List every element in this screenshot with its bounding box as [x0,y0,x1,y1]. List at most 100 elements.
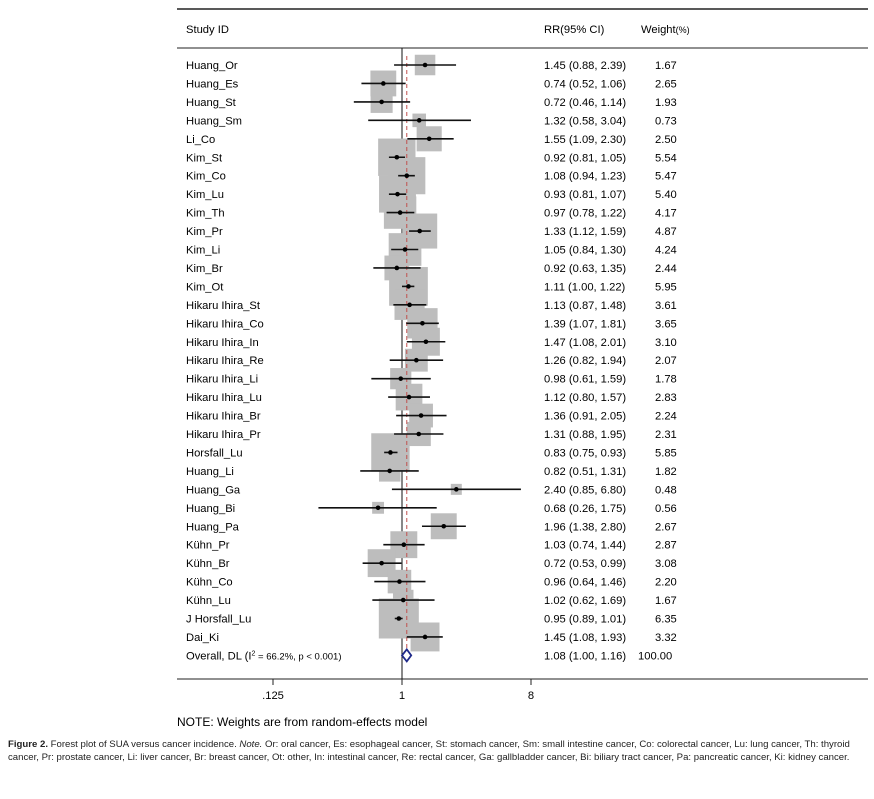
study-label: Dai_Ki [186,632,219,644]
weights-note: NOTE: Weights are from random-effects mo… [177,715,427,729]
study-label: Hikaru Ihira_Co [186,318,264,330]
header-weight: Weight(%) [641,24,690,36]
study-weight: 5.54 [655,152,677,164]
study-point [416,118,422,123]
study-weight: 5.40 [655,189,677,201]
study-point [420,321,425,326]
study-label: Kim_Co [186,171,226,183]
study-estimate: 0.72 (0.46, 1.14) [544,97,626,109]
study-label: Kühn_Pr [186,540,230,552]
study-weight: 1.67 [655,60,677,72]
study-point [418,413,424,418]
study-estimate: 1.96 (1.38, 2.80) [544,521,626,533]
study-estimate: 1.39 (1.07, 1.81) [544,318,626,330]
study-point [394,265,400,271]
study-weight: 2.07 [655,355,677,367]
caption-abbreviations: Or: oral cancer, Es: esophageal cancer, … [8,739,850,763]
study-weight: 1.78 [655,374,677,386]
study-weight: 4.17 [655,208,677,220]
study-estimate: 0.95 (0.89, 1.01) [544,614,626,626]
study-estimate: 0.82 (0.51, 1.31) [544,466,626,478]
study-estimate: 1.03 (0.74, 1.44) [544,540,626,552]
study-point [395,191,400,197]
study-label: Kühn_Lu [186,595,231,607]
overall-weight: 100.00 [638,650,672,662]
overall-label-stats: = 66.2%, p < 0.001) [255,651,341,662]
study-label: Hikaru Ihira_Br [186,411,261,423]
study-estimate: 1.12 (0.80, 1.57) [544,392,626,404]
x-tick-label: .125 [262,690,284,702]
study-weight: 2.24 [655,411,677,423]
study-point [375,505,381,511]
header-weight-unit: (%) [676,25,690,35]
study-point [454,487,459,492]
study-point [426,136,432,142]
forest-plot: Study ID RR(95% CI) Weight(%) Huang_Or 1.45 … [177,8,868,729]
study-estimate: 1.33 (1.12, 1.59) [544,226,626,238]
study-estimate: 1.11 (1.00, 1.22) [544,281,626,293]
study-weight: 2.44 [655,263,677,275]
study-weight: 0.73 [655,115,677,127]
study-estimate: 1.31 (0.88, 1.95) [544,429,626,441]
study-estimate: 1.02 (0.62, 1.69) [544,595,626,607]
study-weight: 2.67 [655,521,677,533]
study-label: Kim_St [186,152,223,164]
study-estimate: 1.13 (0.87, 1.48) [544,300,626,312]
study-estimate: 0.74 (0.52, 1.06) [544,78,626,90]
study-label: Kühn_Co [186,577,233,589]
study-label: Kim_Li [186,245,220,257]
study-label: Kühn_Br [186,558,230,570]
study-estimate: 0.68 (0.26, 1.75) [544,503,626,515]
study-weight: 0.56 [655,503,677,515]
study-estimate: 1.36 (0.91, 2.05) [544,411,626,423]
caption-text: Forest plot of SUA versus cancer inciden… [47,739,240,750]
study-estimate: 0.93 (0.81, 1.07) [544,189,626,201]
overall-diamond [400,647,413,663]
caption-note-label: Note. [239,739,263,750]
study-weight: 3.10 [655,337,677,349]
study-weight: 2.31 [655,429,677,441]
study-point [417,228,422,234]
study-label: Huang_Li [186,466,234,478]
header-study-id: Study ID [186,24,229,36]
study-point [414,357,419,363]
study-weight: 4.87 [655,226,677,238]
study-label: Kim_Pr [186,226,223,238]
study-estimate: 1.45 (1.08, 1.93) [544,632,626,644]
study-weight: 1.82 [655,466,677,478]
study-point [400,597,406,603]
study-point [406,284,411,289]
study-weight: 5.95 [655,281,677,293]
study-label: Hikaru Ihira_Re [186,355,264,367]
study-label: J Horsfall_Lu [186,614,251,626]
header-rr-ci: RR(95% CI) [544,24,605,36]
study-weight: 6.35 [655,614,677,626]
study-estimate: 1.32 (0.58, 3.04) [544,115,626,127]
study-label: Huang_Pa [186,521,240,533]
study-estimate: 0.92 (0.81, 1.05) [544,152,626,164]
study-label: Kim_Br [186,263,223,275]
study-weight: 5.85 [655,447,677,459]
study-label: Hikaru Ihira_Pr [186,429,261,441]
study-point [441,523,447,529]
study-point [406,394,412,400]
study-estimate: 1.26 (0.82, 1.94) [544,355,626,367]
study-estimate: 0.96 (0.64, 1.46) [544,577,626,589]
study-weight: 2.87 [655,540,677,552]
study-point [407,302,412,308]
study-point [397,579,402,584]
study-label: Huang_Es [186,78,239,90]
study-weight: 2.83 [655,392,677,404]
study-label: Kim_Lu [186,189,224,201]
x-tick-label: 8 [528,690,534,702]
study-point [397,210,403,215]
study-weight: 2.65 [655,78,677,90]
study-point [379,560,384,566]
study-weight: 2.20 [655,577,677,589]
figure-caption: Figure 2. Forest plot of SUA versus canc… [8,738,866,764]
study-estimate: 1.45 (0.88, 2.39) [544,60,626,72]
study-label: Huang_Ga [186,484,241,496]
study-weight: 1.93 [655,97,677,109]
study-weight: 5.47 [655,171,677,183]
study-point [423,339,429,345]
